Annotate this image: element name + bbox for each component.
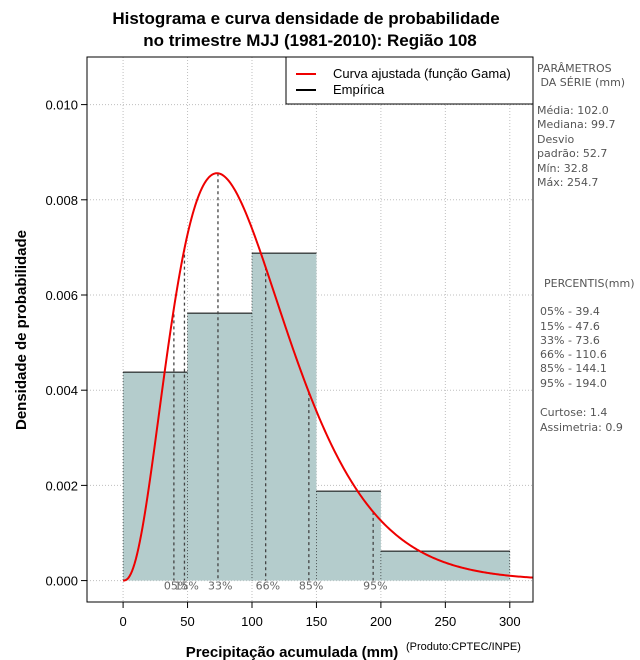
x-tick-label-0: 0 <box>119 614 126 629</box>
x-tick-label-1: 50 <box>180 614 194 629</box>
percentile-lines <box>173 173 374 581</box>
y-tick-label-5: 0.010 <box>45 98 78 113</box>
percentile-label-05: 05% <box>164 580 188 593</box>
product-credit: (Produto:CPTEC/INPE) <box>406 641 521 653</box>
x-axis-label: Precipitação acumulada (mm) <box>186 644 399 660</box>
percentil-15: 15% - 47.6 <box>540 320 600 333</box>
legend-label-empirical: Empírica <box>333 82 385 97</box>
percentil-95: 95% - 194.0 <box>540 377 607 390</box>
y-tick-label-4: 0.008 <box>45 193 78 208</box>
y-tick-label-3: 0.006 <box>45 288 78 303</box>
percentil-66: 66% - 110.6 <box>540 348 607 361</box>
percentiles-panel: PERCENTIS(mm) 05% - 39.4 15% - 47.6 33% … <box>540 277 635 434</box>
stat-kurtosis: Curtose: 1.4 <box>540 406 607 419</box>
histogram-bar-4 <box>316 491 381 581</box>
x-axis-ticks: 0 50 100 150 200 250 300 <box>119 602 521 629</box>
param-std-2: padrão: 52.7 <box>537 147 607 160</box>
histogram-bar-1 <box>123 372 188 581</box>
x-tick-label-5: 250 <box>434 614 456 629</box>
param-std-1: Desvio <box>537 133 575 146</box>
percentis-title: PERCENTIS(mm) <box>544 277 635 290</box>
percentile-label-95: 95% <box>363 580 387 593</box>
y-tick-label-0: 0.000 <box>45 574 78 589</box>
x-tick-label-3: 150 <box>306 614 328 629</box>
x-tick-label-6: 300 <box>499 614 521 629</box>
histogram-bar-2 <box>187 313 252 581</box>
y-axis-label: Densidade de probabilidade <box>13 230 30 430</box>
x-tick-label-4: 200 <box>370 614 392 629</box>
histogram-bars <box>122 252 511 581</box>
percentil-33: 33% - 73.6 <box>540 334 600 347</box>
legend: Curva ajustada (função Gama) Empírica <box>285 56 534 105</box>
y-tick-label-1: 0.002 <box>45 478 78 493</box>
x-tick-label-2: 100 <box>241 614 263 629</box>
percentil-85: 85% - 144.1 <box>540 362 607 375</box>
histogram-bar-5 <box>380 551 510 581</box>
param-max: Máx: 254.7 <box>537 176 598 189</box>
percentil-05: 05% - 39.4 <box>540 305 600 318</box>
stat-skewness: Assimetria: 0.9 <box>540 421 623 434</box>
series-parameters-panel: PARÂMETROS DA SÉRIE (mm) Média: 102.0 Me… <box>537 62 625 189</box>
param-mean: Média: 102.0 <box>537 104 609 117</box>
percentile-label-15: 15% <box>174 580 198 593</box>
histogram-bar-3 <box>251 253 317 581</box>
gamma-curve-line <box>123 172 534 582</box>
gamma-curve-group <box>123 172 534 582</box>
chart-title-line-2: no trimestre MJJ (1981-2010): Região 108 <box>143 31 477 50</box>
param-median: Mediana: 99.7 <box>537 118 615 131</box>
y-axis-ticks: 0.000 0.002 0.004 0.006 0.008 0.010 <box>45 98 87 589</box>
legend-label-fitted: Curva ajustada (função Gama) <box>333 66 511 81</box>
y-tick-label-2: 0.004 <box>45 383 78 398</box>
chart-title-line-1: Histograma e curva densidade de probabil… <box>112 9 499 28</box>
params-title-2: DA SÉRIE (mm) <box>537 76 625 89</box>
percentile-label-33: 33% <box>208 580 232 593</box>
percentile-label-85: 85% <box>299 580 323 593</box>
param-min: Mín: 32.8 <box>537 162 588 175</box>
percentile-label-66: 66% <box>256 580 280 593</box>
params-title-1: PARÂMETROS <box>537 62 612 75</box>
percentile-labels: 05%15% 33% 66% 85% 95% <box>164 580 388 593</box>
legend-box <box>285 56 534 105</box>
